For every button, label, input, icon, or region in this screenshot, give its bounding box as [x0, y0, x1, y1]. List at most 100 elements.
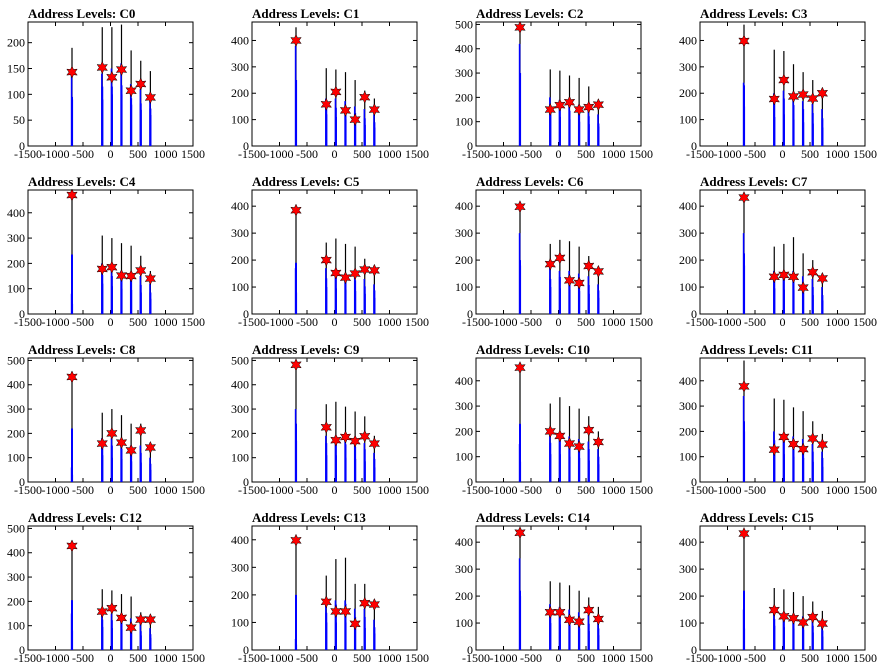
y-tick-label: 400: [231, 533, 249, 547]
y-tick-label: 400: [679, 374, 697, 388]
star-marker: [115, 268, 128, 283]
y-tick-label: 200: [231, 426, 249, 440]
star-marker: [816, 271, 829, 286]
star-marker: [592, 98, 605, 112]
x-tick-label: -500: [744, 651, 766, 665]
x-tick-label: 500: [129, 315, 147, 329]
x-tick-label: -500: [520, 147, 542, 161]
x-tick-label: 500: [577, 147, 595, 161]
x-tick-label: -500: [296, 483, 318, 497]
x-tick-label: -1500: [462, 483, 490, 497]
y-tick-label: 200: [7, 256, 25, 270]
x-tick-label: -500: [296, 315, 318, 329]
chart-panel: Address Levels: C90100200300400500-1500-…: [231, 342, 429, 497]
y-tick-label: 200: [679, 253, 697, 267]
star-marker: [768, 270, 780, 284]
y-tick-label: 300: [231, 402, 249, 416]
plot-frame: [475, 525, 642, 651]
y-tick-label: 400: [231, 199, 249, 213]
star-marker: [544, 605, 556, 619]
x-tick-label: -1000: [266, 483, 294, 497]
star-marker: [787, 437, 800, 451]
chart-title: Address Levels: C9: [252, 342, 360, 357]
star-marker: [787, 270, 800, 284]
x-tick-label: 1000: [602, 147, 626, 161]
x-tick-label: 1500: [629, 315, 653, 329]
star-marker: [115, 611, 128, 625]
star-marker: [96, 262, 108, 276]
x-tick-label: -500: [520, 651, 542, 665]
x-tick-label: 1500: [629, 651, 653, 665]
plot-frame: [27, 357, 194, 483]
y-tick-label: 300: [679, 226, 697, 240]
star-marker: [592, 264, 605, 279]
star-marker: [368, 597, 381, 612]
chart-panel: Address Levels: C20100200300400500-1500-…: [455, 6, 653, 161]
x-tick-label: -1000: [714, 483, 742, 497]
x-tick-label: -500: [744, 147, 766, 161]
star-marker: [554, 98, 566, 112]
y-tick-label: 500: [7, 353, 25, 367]
chart-panel: Address Levels: C6 0 100 200 300 400 -1500 -100…: [455, 174, 653, 329]
star-marker: [125, 84, 137, 98]
y-tick-label: 0: [243, 307, 249, 321]
chart-title: Address Levels: C0: [28, 6, 135, 21]
star-marker: [339, 430, 352, 444]
y-tick-label: 200: [7, 426, 25, 440]
y-tick-label: 100: [455, 616, 473, 630]
star-marker: [807, 91, 819, 106]
y-tick-label: 100: [7, 87, 25, 101]
chart-title: Address Levels: C3: [700, 6, 808, 21]
x-tick-label: -1500: [14, 147, 42, 161]
star-marker: [592, 612, 605, 626]
x-tick-label: 1000: [826, 147, 850, 161]
chart-title: Address Levels: C11: [700, 342, 813, 357]
y-tick-label: 300: [455, 226, 473, 240]
star-marker: [144, 612, 157, 627]
star-marker: [359, 90, 371, 104]
x-tick-label: 1000: [826, 651, 850, 665]
y-tick-label: 400: [679, 33, 697, 47]
star-marker: [339, 103, 352, 117]
x-tick-label: 1000: [602, 315, 626, 329]
star-marker: [135, 77, 147, 91]
star-marker: [349, 617, 361, 631]
x-tick-label: -1000: [266, 315, 294, 329]
y-tick-label: 0: [19, 475, 25, 489]
y-tick-label: 0: [691, 139, 697, 153]
star-marker: [563, 613, 576, 627]
chart-panel: Address Levels: C0 0 50 100 150 200 -1500 -1000…: [7, 6, 205, 161]
x-tick-label: 1000: [154, 483, 178, 497]
star-marker: [290, 203, 302, 217]
y-tick-label: 200: [455, 589, 473, 603]
star-marker: [778, 609, 790, 623]
y-tick-label: 0: [467, 475, 473, 489]
star-marker: [573, 276, 585, 290]
y-tick-label: 300: [7, 402, 25, 416]
star-marker: [330, 433, 342, 447]
y-tick-label: 400: [455, 374, 473, 388]
y-tick-label: 400: [231, 378, 249, 392]
star-marker: [797, 87, 809, 102]
chart-panel: Address Levels: C12 0 100 200 300 400 500 -1500…: [7, 510, 205, 665]
star-marker: [349, 434, 361, 448]
plot-frame: [475, 21, 642, 147]
x-tick-label: -1000: [714, 315, 742, 329]
star-marker: [339, 604, 352, 619]
y-tick-label: 200: [7, 36, 25, 50]
chart-title: Address Levels: C12: [28, 510, 142, 525]
y-tick-label: 0: [691, 307, 697, 321]
star-marker: [544, 424, 556, 439]
chart-panel: Address Levels: C80100200300400500-1500-…: [7, 342, 205, 497]
x-tick-label: 1500: [405, 315, 429, 329]
x-tick-label: -1000: [714, 147, 742, 161]
y-tick-label: 200: [231, 253, 249, 267]
star-marker: [768, 92, 780, 106]
x-tick-label: -1500: [238, 651, 266, 665]
star-marker: [544, 102, 556, 117]
x-tick-label: 0: [780, 315, 786, 329]
x-tick-label: -1500: [238, 147, 266, 161]
chart-title: Address Levels: C4: [28, 174, 136, 189]
plot-frame: [699, 21, 866, 147]
x-tick-label: 1500: [405, 147, 429, 161]
